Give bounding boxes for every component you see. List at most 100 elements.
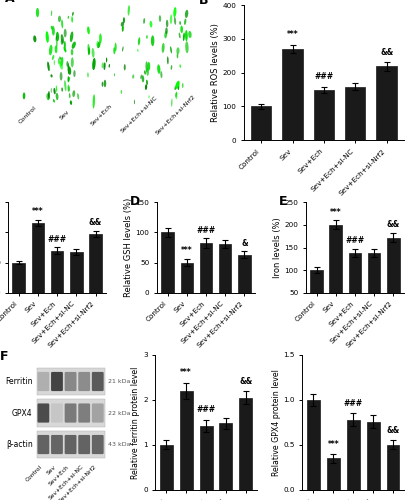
Text: Sev+Ech: Sev+Ech — [48, 464, 71, 486]
Ellipse shape — [171, 98, 173, 106]
FancyBboxPatch shape — [51, 435, 63, 454]
Ellipse shape — [61, 88, 63, 92]
Bar — [70, 252, 82, 292]
Text: 21 kDa: 21 kDa — [108, 379, 130, 384]
Ellipse shape — [99, 34, 102, 43]
Ellipse shape — [122, 25, 124, 32]
Ellipse shape — [185, 10, 188, 18]
Ellipse shape — [143, 18, 145, 24]
Ellipse shape — [114, 74, 115, 76]
Ellipse shape — [59, 56, 61, 59]
Text: ***: *** — [330, 208, 341, 217]
Ellipse shape — [92, 48, 95, 58]
Ellipse shape — [147, 62, 150, 70]
Ellipse shape — [64, 47, 67, 52]
Ellipse shape — [167, 56, 169, 64]
Ellipse shape — [68, 63, 69, 74]
Ellipse shape — [151, 36, 154, 46]
Text: ###: ### — [197, 226, 215, 235]
Ellipse shape — [165, 28, 168, 34]
Ellipse shape — [88, 48, 90, 56]
Ellipse shape — [175, 92, 177, 98]
Ellipse shape — [64, 41, 66, 50]
Bar — [377, 66, 397, 140]
Ellipse shape — [61, 34, 64, 43]
Ellipse shape — [144, 70, 146, 74]
Ellipse shape — [77, 93, 79, 100]
Ellipse shape — [164, 31, 167, 38]
Bar — [200, 426, 213, 490]
Ellipse shape — [157, 64, 160, 74]
Bar — [220, 424, 233, 490]
FancyBboxPatch shape — [92, 404, 104, 422]
Bar — [13, 262, 25, 292]
Text: Sev+Ech: Sev+Ech — [90, 103, 114, 126]
FancyBboxPatch shape — [51, 372, 63, 391]
FancyBboxPatch shape — [92, 372, 104, 391]
Text: β-actin: β-actin — [6, 440, 33, 449]
Bar — [367, 422, 379, 490]
Text: A: A — [4, 0, 14, 6]
Text: 43 kDa: 43 kDa — [108, 442, 130, 447]
Text: ###: ### — [197, 406, 215, 414]
Text: ***: *** — [287, 30, 298, 40]
FancyBboxPatch shape — [64, 404, 76, 422]
FancyBboxPatch shape — [38, 404, 49, 422]
Ellipse shape — [33, 36, 36, 43]
Text: ***: *** — [328, 440, 339, 448]
Ellipse shape — [69, 93, 71, 98]
Bar — [238, 254, 251, 292]
Bar — [200, 244, 212, 292]
Text: &&: && — [89, 218, 102, 228]
Ellipse shape — [106, 58, 107, 62]
Ellipse shape — [137, 49, 139, 52]
Ellipse shape — [121, 22, 124, 26]
Text: GPX4: GPX4 — [12, 408, 33, 418]
Ellipse shape — [72, 12, 74, 16]
Ellipse shape — [132, 74, 134, 78]
Ellipse shape — [180, 64, 181, 68]
Ellipse shape — [49, 45, 53, 56]
Text: Sev: Sev — [46, 464, 57, 475]
Ellipse shape — [159, 15, 161, 22]
Text: Control: Control — [25, 464, 43, 483]
Text: Sev: Sev — [59, 109, 71, 120]
Text: ***: *** — [32, 208, 44, 216]
Text: ###: ### — [314, 72, 333, 82]
Ellipse shape — [71, 49, 73, 56]
Ellipse shape — [128, 5, 130, 15]
Ellipse shape — [51, 26, 53, 30]
Ellipse shape — [140, 74, 142, 79]
Ellipse shape — [72, 42, 76, 49]
Ellipse shape — [55, 93, 58, 100]
Ellipse shape — [56, 32, 59, 42]
Ellipse shape — [68, 66, 71, 75]
Text: &&: && — [239, 377, 253, 386]
Ellipse shape — [97, 42, 100, 48]
Ellipse shape — [70, 32, 73, 42]
Ellipse shape — [47, 62, 50, 71]
Ellipse shape — [36, 8, 39, 17]
Ellipse shape — [166, 20, 169, 28]
Bar — [368, 253, 380, 315]
Ellipse shape — [150, 21, 152, 28]
Ellipse shape — [61, 39, 63, 45]
Ellipse shape — [185, 42, 188, 53]
Bar — [180, 391, 193, 490]
Ellipse shape — [115, 42, 117, 51]
Ellipse shape — [146, 35, 148, 39]
Ellipse shape — [87, 72, 89, 78]
Ellipse shape — [180, 26, 183, 33]
Bar — [347, 420, 359, 490]
Ellipse shape — [67, 84, 70, 91]
Ellipse shape — [47, 94, 50, 100]
Ellipse shape — [93, 94, 95, 108]
Ellipse shape — [97, 43, 99, 49]
Ellipse shape — [73, 70, 75, 77]
Ellipse shape — [68, 16, 69, 19]
Bar — [387, 238, 399, 315]
Ellipse shape — [71, 16, 73, 23]
Ellipse shape — [46, 31, 49, 43]
Ellipse shape — [171, 65, 172, 70]
Bar — [310, 270, 323, 315]
